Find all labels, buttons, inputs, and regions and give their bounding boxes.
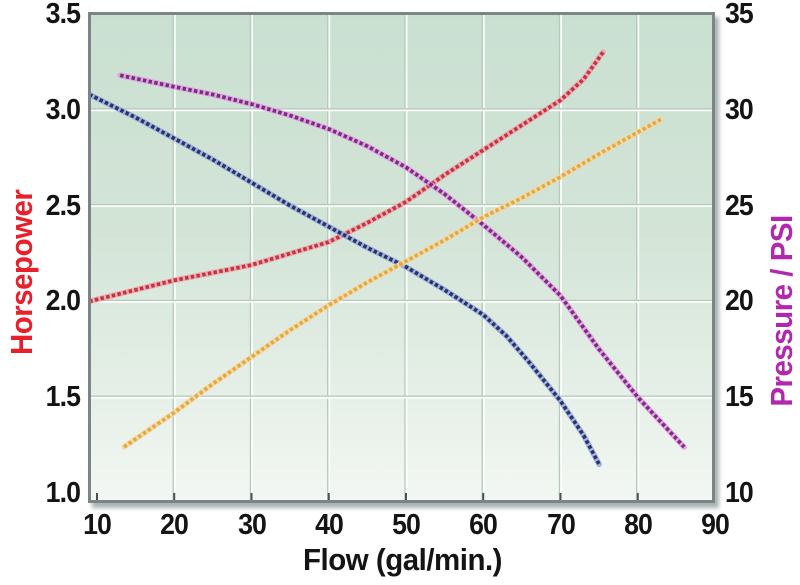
plot-border xyxy=(88,12,715,503)
x-tick-label: 80 xyxy=(623,509,653,541)
x-tick-label: 10 xyxy=(83,509,112,541)
x-tick-label: 90 xyxy=(701,509,730,541)
y-tick-label-left: 2.0 xyxy=(45,285,81,318)
y-tick-label-right: 20 xyxy=(725,285,754,318)
y-tick-label-left: 1.5 xyxy=(45,381,81,414)
y-tick-label-right: 25 xyxy=(725,189,754,222)
orange-curve xyxy=(122,117,662,449)
y-tick-label-left: 3.0 xyxy=(45,93,81,126)
y-tick-label-left: 3.5 xyxy=(45,0,81,30)
blue-curve-halo xyxy=(88,91,602,468)
x-tick-label: 60 xyxy=(469,509,498,541)
horsepower-red-curve xyxy=(88,51,605,304)
x-tick-label: 50 xyxy=(392,509,421,541)
x-tick-label: 40 xyxy=(314,509,344,541)
y-tick-label-right: 10 xyxy=(725,477,754,509)
y-tick-label-right: 35 xyxy=(725,0,754,30)
blue-curve xyxy=(88,92,601,466)
y-tick-label-left: 2.5 xyxy=(45,189,81,222)
x-tick-label: 30 xyxy=(237,509,267,541)
y-tick-label-left: 1.0 xyxy=(45,477,81,509)
pressure-purple-curve xyxy=(119,73,686,449)
x-axis-title: Flow (gal/min.) xyxy=(302,542,503,577)
x-tick-label: 20 xyxy=(160,509,189,541)
y-tick-label-right: 30 xyxy=(725,93,754,126)
chart-lines-canvas xyxy=(88,12,715,503)
plot-area xyxy=(88,12,715,503)
y-tick-label-right: 15 xyxy=(725,381,754,414)
x-tick-label: 70 xyxy=(546,509,576,541)
